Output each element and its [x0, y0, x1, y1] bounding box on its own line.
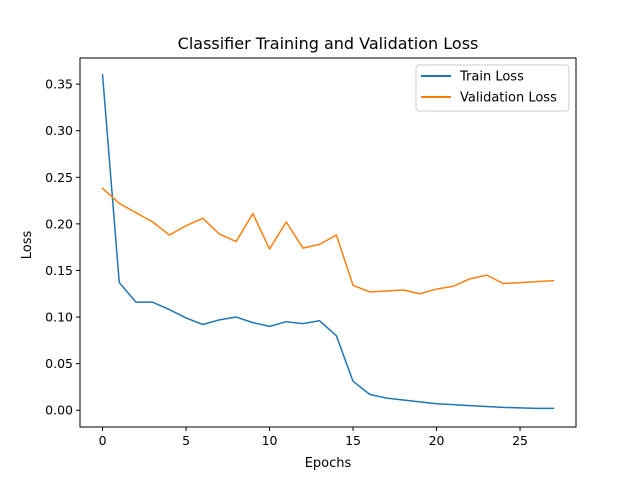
y-tick-label: 0.30 — [45, 123, 73, 138]
x-tick-label: 15 — [345, 433, 361, 448]
x-tick-label: 0 — [99, 433, 107, 448]
legend: Train Loss Validation Loss — [415, 64, 570, 112]
y-tick-label: 0.15 — [45, 263, 73, 278]
y-tick-label: 0.20 — [45, 216, 73, 231]
y-tick-label: 0.35 — [45, 77, 73, 92]
series-line-train-loss — [101, 73, 555, 410]
x-axis-label: Epochs — [305, 456, 352, 471]
plot-frame — [79, 57, 577, 428]
x-tick-label: 20 — [429, 433, 445, 448]
y-tick-label: 0.25 — [45, 170, 73, 185]
y-axis: 0.00 0.05 0.10 0.15 0.20 0.25 0.30 0.35 — [45, 77, 80, 418]
x-tick-label: 5 — [182, 433, 190, 448]
y-tick-label: 0.05 — [45, 356, 73, 371]
series-layer — [101, 73, 555, 410]
legend-label-train-loss: Train Loss — [459, 70, 524, 85]
x-tick-label: 25 — [512, 433, 528, 448]
series-line-validation-loss — [101, 187, 555, 295]
legend-label-validation-loss: Validation Loss — [460, 91, 557, 106]
legend-box — [415, 64, 570, 112]
y-tick-label: 0.10 — [45, 310, 73, 325]
chart-title: Classifier Training and Validation Loss — [178, 34, 479, 53]
x-axis: 0 5 10 15 20 25 — [99, 427, 528, 448]
x-tick-label: 10 — [262, 433, 278, 448]
y-tick-label: 0.00 — [45, 403, 73, 418]
y-axis-label: Loss — [20, 231, 35, 260]
